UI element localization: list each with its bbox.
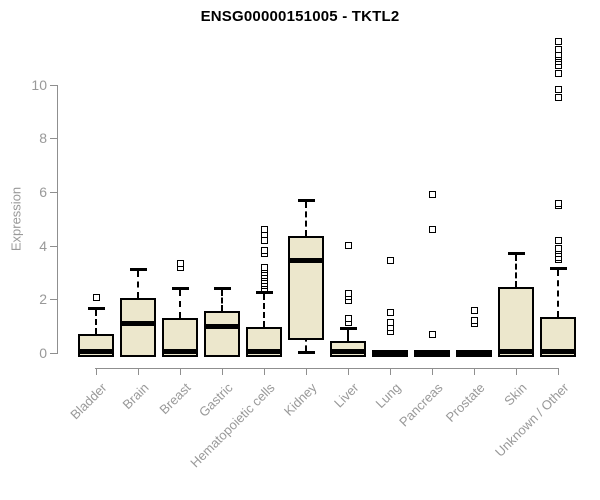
y-tick <box>50 84 57 86</box>
outlier-unknown-other <box>554 70 562 78</box>
median-kidney <box>288 258 324 264</box>
whisker-cap-upper-unknown-other <box>550 267 567 271</box>
median-breast <box>162 349 198 355</box>
x-tick-hematopoietic-cells <box>264 368 265 375</box>
outlier-bladder <box>92 294 100 302</box>
outlier-liver <box>344 242 352 250</box>
x-tick-skin <box>516 368 517 375</box>
median-prostate <box>456 349 492 355</box>
whisker-cap-upper-liver <box>340 327 357 331</box>
whisker-cap-upper-hematopoietic-cells <box>256 291 273 295</box>
outlier-lung <box>386 318 394 326</box>
box-skin <box>498 287 534 357</box>
y-tick-label: 8 <box>39 130 47 147</box>
whisker-cap-lower-kidney <box>298 351 315 354</box>
whisker-cap-upper-skin <box>508 252 525 256</box>
x-tick-lung <box>390 368 391 375</box>
y-tick <box>50 299 57 301</box>
x-tick-liver <box>348 368 349 375</box>
outlier-hematopoietic-cells <box>260 263 268 271</box>
outlier-lung <box>386 309 394 317</box>
whisker-cap-upper-breast <box>172 287 189 291</box>
y-axis-line <box>57 84 58 354</box>
outlier-hematopoietic-cells <box>260 247 268 255</box>
outlier-pancreas <box>428 225 436 233</box>
x-tick-breast <box>180 368 181 375</box>
outlier-unknown-other <box>554 46 562 54</box>
whisker-upper-kidney <box>305 201 307 237</box>
whisker-upper-breast <box>179 290 181 319</box>
box-gastric <box>204 311 240 357</box>
median-pancreas <box>414 349 450 355</box>
outlier-unknown-other <box>554 236 562 244</box>
outlier-unknown-other <box>554 38 562 46</box>
y-tick-label: 10 <box>31 76 47 93</box>
box-kidney <box>288 236 324 340</box>
y-tick-label: 6 <box>39 183 47 200</box>
whisker-upper-bladder <box>95 310 97 335</box>
median-lung <box>372 349 408 355</box>
y-tick <box>50 138 57 140</box>
outlier-unknown-other <box>554 200 562 208</box>
whisker-cap-upper-gastric <box>214 287 231 291</box>
y-tick <box>50 245 57 247</box>
whisker-upper-liver <box>347 330 349 341</box>
median-liver <box>330 349 366 355</box>
median-hematopoietic-cells <box>246 349 282 355</box>
y-tick-label: 0 <box>39 345 47 361</box>
chart-title: ENSG00000151005 - TKTL2 <box>200 8 400 25</box>
outlier-prostate <box>470 317 478 325</box>
whisker-upper-hematopoietic-cells <box>263 294 265 328</box>
whisker-upper-skin <box>515 255 517 288</box>
y-tick <box>50 353 57 354</box>
whisker-cap-upper-bladder <box>88 307 105 311</box>
outlier-hematopoietic-cells <box>260 225 268 233</box>
outlier-breast <box>176 259 184 267</box>
x-tick-kidney <box>306 368 307 375</box>
whisker-upper-gastric <box>221 290 223 312</box>
x-tick-bladder <box>96 368 97 375</box>
median-unknown-other <box>540 349 576 355</box>
x-tick-gastric <box>222 368 223 375</box>
whisker-cap-upper-brain <box>130 268 147 272</box>
x-tick-unknown-other <box>558 368 559 375</box>
outlier-unknown-other <box>554 94 562 102</box>
x-tick-prostate <box>474 368 475 375</box>
x-tick-brain <box>138 368 139 375</box>
median-skin <box>498 349 534 355</box>
outlier-liver <box>344 314 352 322</box>
whisker-cap-upper-kidney <box>298 198 315 202</box>
whisker-upper-brain <box>137 271 139 298</box>
box-brain <box>120 297 156 357</box>
y-tick-label: 4 <box>39 237 47 254</box>
whisker-lower-kidney <box>305 335 307 351</box>
median-bladder <box>78 349 114 355</box>
y-tick <box>50 191 57 193</box>
outlier-unknown-other <box>554 86 562 94</box>
outlier-liver <box>344 290 352 298</box>
median-gastric <box>204 324 240 330</box>
median-brain <box>120 321 156 327</box>
outlier-lung <box>386 256 394 264</box>
outlier-pancreas <box>428 191 436 199</box>
x-tick-pancreas <box>432 368 433 375</box>
y-tick-label: 2 <box>39 291 47 308</box>
outlier-pancreas <box>428 330 436 338</box>
x-axis-line <box>95 368 559 369</box>
outlier-prostate <box>470 306 478 314</box>
outlier-unknown-other <box>554 244 562 252</box>
whisker-upper-unknown-other <box>557 270 559 317</box>
